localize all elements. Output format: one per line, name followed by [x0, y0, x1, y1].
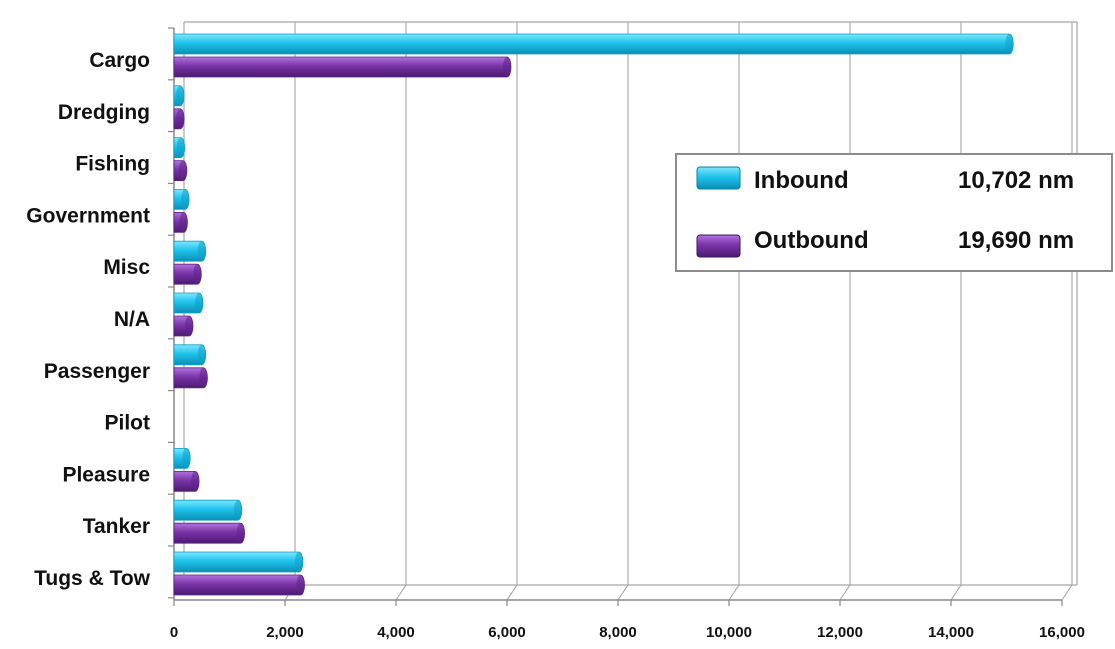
x-tick-label: 6,000: [488, 624, 526, 641]
x-tick-label: 8,000: [599, 624, 637, 641]
bar-body: [173, 56, 512, 78]
x-axis-ticks: [168, 27, 1063, 606]
bar-inbound-misc: [173, 240, 207, 262]
bar-end-cap: [176, 108, 185, 129]
bar-outbound-tugs-and-tow: [173, 574, 305, 596]
x-tick-label: 16,000: [1039, 624, 1085, 641]
bar-outbound-pleasure: [173, 471, 200, 492]
x-tick-label: 10,000: [706, 624, 752, 641]
bar-inbound-government: [173, 189, 190, 210]
bar-outbound-n-a: [173, 315, 194, 337]
bar-outbound-passenger: [173, 367, 208, 389]
bar-body: [173, 522, 245, 544]
category-label-tanker: Tanker: [83, 515, 150, 538]
bar-inbound-passenger: [173, 344, 207, 366]
bar-inbound-fishing: [173, 137, 186, 158]
bar-body: [173, 33, 1014, 55]
bar-end-cap: [194, 293, 203, 313]
bar-inbound-n-a: [173, 292, 204, 314]
bar-end-cap: [503, 57, 511, 77]
category-label-n-a: N/A: [114, 308, 150, 331]
inbound-swatch: [696, 166, 741, 190]
bar-end-cap: [236, 523, 245, 544]
bar-inbound-tugs-and-tow: [173, 551, 304, 573]
x-tick-label: 0: [170, 624, 178, 641]
outbound-total: 19,690 nm: [958, 227, 1074, 254]
category-label-fishing: Fishing: [75, 153, 150, 176]
bar-end-cap: [296, 575, 305, 595]
bar-outbound-fishing: [173, 160, 188, 181]
bar-body: [173, 551, 304, 573]
bar-end-cap: [179, 212, 188, 233]
x-tick-label: 4,000: [377, 624, 415, 641]
legend-box: [675, 153, 1113, 272]
category-label-government: Government: [26, 204, 150, 227]
bar-end-cap: [176, 137, 185, 158]
bar-body: [173, 574, 305, 596]
bar-end-cap: [197, 241, 206, 262]
bar-inbound-cargo: [173, 33, 1014, 55]
bars: [173, 33, 1014, 596]
bar-end-cap: [233, 500, 242, 521]
x-axis-tick-labels: 0 2,000 4,000 6,000 8,000 10,000 12,000 14,000 1…: [170, 624, 1085, 641]
x-tick-label: 2,000: [266, 624, 304, 641]
legend-entry-outbound: Outbound 19,690 nm: [696, 227, 1074, 258]
bar-outbound-tanker: [173, 522, 245, 544]
category-label-passenger: Passenger: [44, 360, 150, 383]
bar-inbound-tanker: [173, 499, 243, 521]
category-label-misc: Misc: [103, 256, 150, 279]
outbound-swatch: [696, 234, 741, 258]
plot-back-wall: [174, 22, 1077, 600]
inbound-total: 10,702 nm: [958, 167, 1074, 194]
bar-end-cap: [1005, 34, 1014, 54]
category-labels: Cargo Dredging Fishing Government Misc N/A Pas…: [26, 49, 150, 590]
legend: Inbound 10,702 nm Outbound 19,690 nm: [675, 153, 1113, 272]
bar-body: [173, 499, 243, 521]
category-label-pilot: Pilot: [105, 412, 151, 435]
bar-end-cap: [182, 448, 191, 469]
x-tick-label: 12,000: [817, 624, 863, 641]
bar-end-cap: [184, 316, 193, 336]
bar-outbound-government: [173, 212, 188, 233]
bar-end-cap: [199, 367, 208, 388]
bar-end-cap: [197, 344, 206, 365]
bar-end-cap: [181, 189, 190, 210]
bar-end-cap: [191, 471, 200, 492]
outbound-label: Outbound: [754, 227, 869, 254]
bar-end-cap: [294, 552, 303, 572]
bar-inbound-pleasure: [173, 448, 191, 469]
bar-end-cap: [178, 160, 187, 181]
category-label-cargo: Cargo: [89, 49, 150, 72]
inbound-label: Inbound: [754, 167, 849, 194]
bar-end-cap: [193, 264, 202, 285]
category-label-dredging: Dredging: [58, 101, 150, 124]
plot-frame: [174, 21, 1078, 600]
bar-end-cap: [176, 85, 184, 106]
bar-outbound-misc: [173, 263, 202, 285]
legend-entry-inbound: Inbound 10,702 nm: [696, 166, 1074, 194]
bar-outbound-dredging: [173, 108, 185, 130]
bar-outbound-cargo: [173, 56, 512, 78]
category-label-pleasure: Pleasure: [62, 463, 150, 486]
x-tick-label: 14,000: [928, 624, 974, 641]
category-label-tugs-and-tow: Tugs & Tow: [34, 567, 151, 590]
bar-inbound-dredging: [173, 85, 185, 107]
